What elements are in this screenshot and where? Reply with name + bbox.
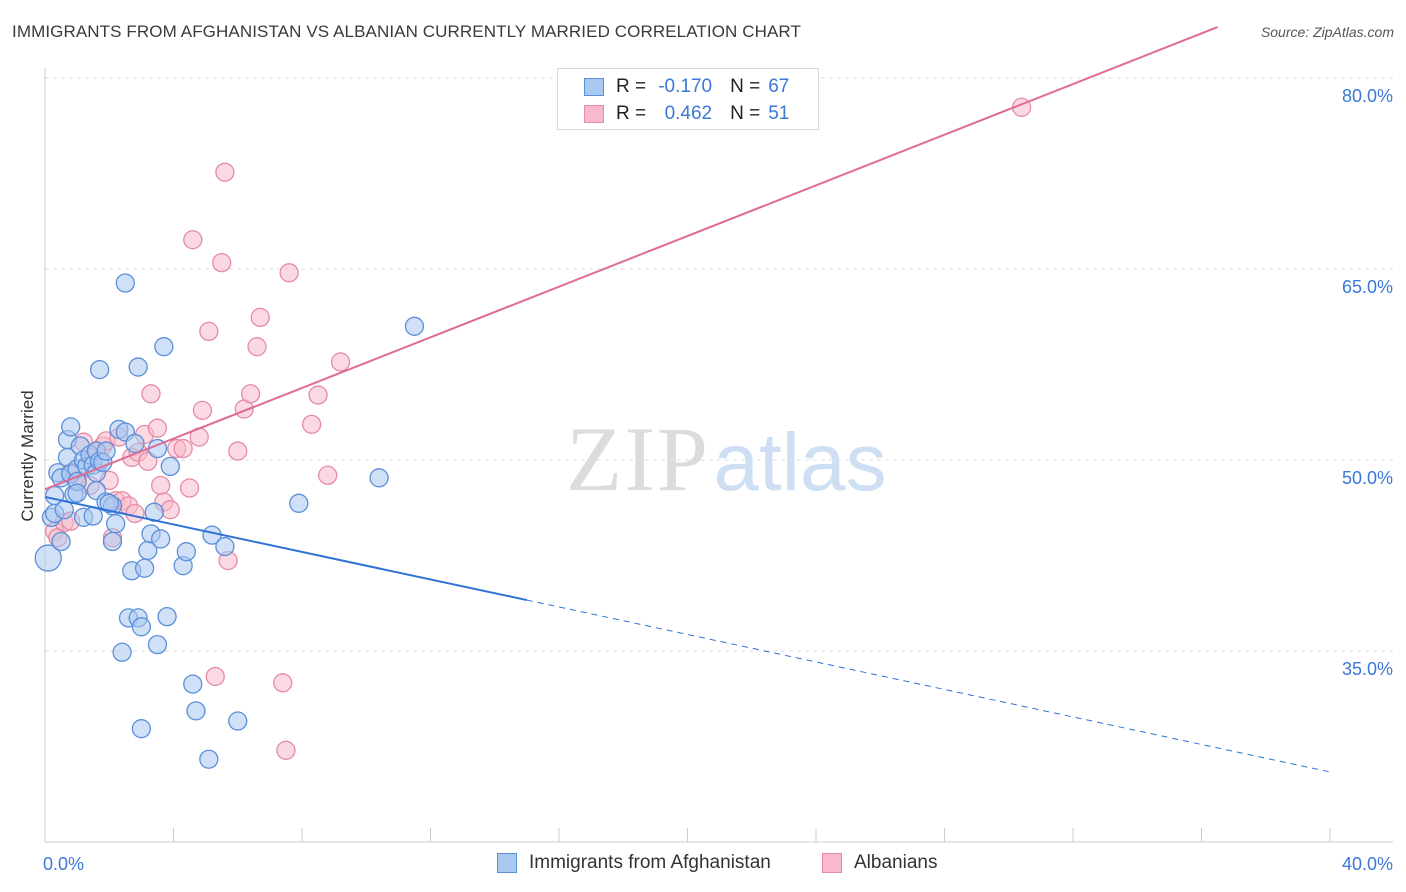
afghanistan-point (51, 531, 71, 552)
watermark-atlas: atlas (713, 417, 886, 508)
albanians-point (318, 465, 338, 485)
legend-row-albanians: R = 0.462 N = 51 (584, 102, 798, 126)
y-axis-label: Currently Married (18, 390, 37, 522)
legend-row-afghanistan: R = -0.170 N = 67 (584, 75, 798, 99)
afghanistan-point (228, 711, 248, 731)
albanians-point (273, 673, 293, 693)
afghanistan-point (186, 701, 206, 721)
axes (44, 68, 1393, 843)
afghanistan-point (131, 617, 152, 637)
albanians-point (138, 451, 158, 471)
afghanistan-point (369, 468, 389, 488)
albanians-point (250, 307, 270, 328)
afghanistan-point (199, 749, 219, 769)
albanians-point (276, 740, 296, 760)
legend-r-value: -0.170 (658, 76, 713, 97)
y-tick-label: 65.0% (1341, 277, 1393, 297)
afghanistan-point (125, 433, 145, 454)
legend-n-value: 51 (768, 103, 790, 124)
albanians-point (179, 478, 200, 498)
trend-lines (44, 26, 1331, 773)
gridlines (45, 77, 1393, 652)
series-legend-label: Albanians (854, 852, 938, 873)
afghanistan-point (112, 642, 132, 662)
albanians-point (301, 414, 322, 434)
afghanistan-point (157, 606, 177, 627)
afghanistan-point (128, 357, 148, 377)
series-legend-albanians[interactable]: Albanians (822, 852, 937, 874)
legend-n-value: 67 (768, 76, 790, 97)
afghanistan-point (106, 514, 126, 534)
series-legend-label: Immigrants from Afghanistan (529, 852, 771, 873)
series-swatch-pink (822, 853, 842, 873)
afghanistan-point (102, 531, 123, 552)
afghanistan-point (67, 483, 87, 503)
legend-r-label: R = (616, 76, 647, 97)
afghanistan-points (34, 273, 425, 769)
afghanistan-trend-line (44, 495, 528, 602)
afghanistan-point (160, 456, 180, 477)
x-tick-label-max: 40.0% (1341, 854, 1393, 874)
albanians-point (247, 337, 267, 357)
y-tick-label: 35.0% (1341, 659, 1393, 679)
albanians-point (228, 441, 248, 461)
afghanistan-point (176, 542, 197, 562)
albanians-point (199, 321, 219, 342)
y-tick-label: 80.0% (1341, 86, 1393, 106)
afghanistan-point (147, 634, 168, 655)
series-swatch-blue (497, 853, 517, 873)
y-tick-label: 50.0% (1341, 468, 1393, 488)
albanians-point (330, 352, 351, 372)
series-legend: Immigrants from Afghanistan Albanians (0, 852, 1406, 878)
chart-title: IMMIGRANTS FROM AFGHANISTAN VS ALBANIAN … (12, 22, 801, 41)
afghanistan-point (150, 529, 171, 549)
afghanistan-point (215, 536, 235, 557)
legend-n-label: N = (730, 76, 761, 97)
albanians-point (308, 385, 328, 405)
albanians-point (279, 263, 299, 283)
albanians-point (192, 400, 213, 420)
afghanistan-point (96, 441, 116, 461)
watermark: ZIP atlas (566, 408, 887, 510)
x-tick-label-min: 0.0% (43, 854, 85, 874)
afghanistan-point (183, 674, 203, 694)
albanians-point (141, 384, 161, 404)
afghanistan-point (404, 316, 425, 336)
albanians-point (215, 162, 235, 182)
albanians-point (147, 418, 168, 438)
afghanistan-point (154, 337, 174, 357)
afghanistan-point (134, 558, 155, 578)
albanians-point (212, 252, 232, 273)
afghanistan-point (34, 544, 62, 572)
legend-swatch-pink (584, 105, 604, 123)
albanians-point (150, 475, 171, 496)
albanians-point (240, 384, 261, 404)
afghanistan-point (89, 359, 110, 380)
afghanistan-point (83, 506, 103, 526)
correlation-legend: R = -0.170 N = 67 R = 0.462 N = 51 (557, 68, 819, 130)
afghanistan-point (61, 417, 81, 437)
afghanistan-point (131, 719, 152, 739)
legend-r-value: 0.462 (664, 103, 713, 124)
albanians-point (125, 503, 145, 524)
afghanistan-point (99, 493, 119, 513)
source-note: Source: ZipAtlas.com (1260, 24, 1394, 40)
legend-r-label: R = (616, 103, 647, 124)
watermark-zip: ZIP (566, 408, 710, 510)
legend-swatch-blue (584, 78, 604, 96)
albanians-point (173, 438, 193, 459)
albanians-point (160, 500, 180, 520)
afghanistan-point (115, 273, 135, 293)
legend-n-label: N = (730, 103, 761, 124)
afghanistan-trend-extension (526, 599, 1331, 773)
albanians-point (183, 230, 203, 250)
series-legend-afghanistan[interactable]: Immigrants from Afghanistan (497, 852, 771, 874)
albanians-trend-line (44, 26, 1218, 491)
afghanistan-point (289, 493, 309, 513)
albanians-point (205, 666, 225, 687)
